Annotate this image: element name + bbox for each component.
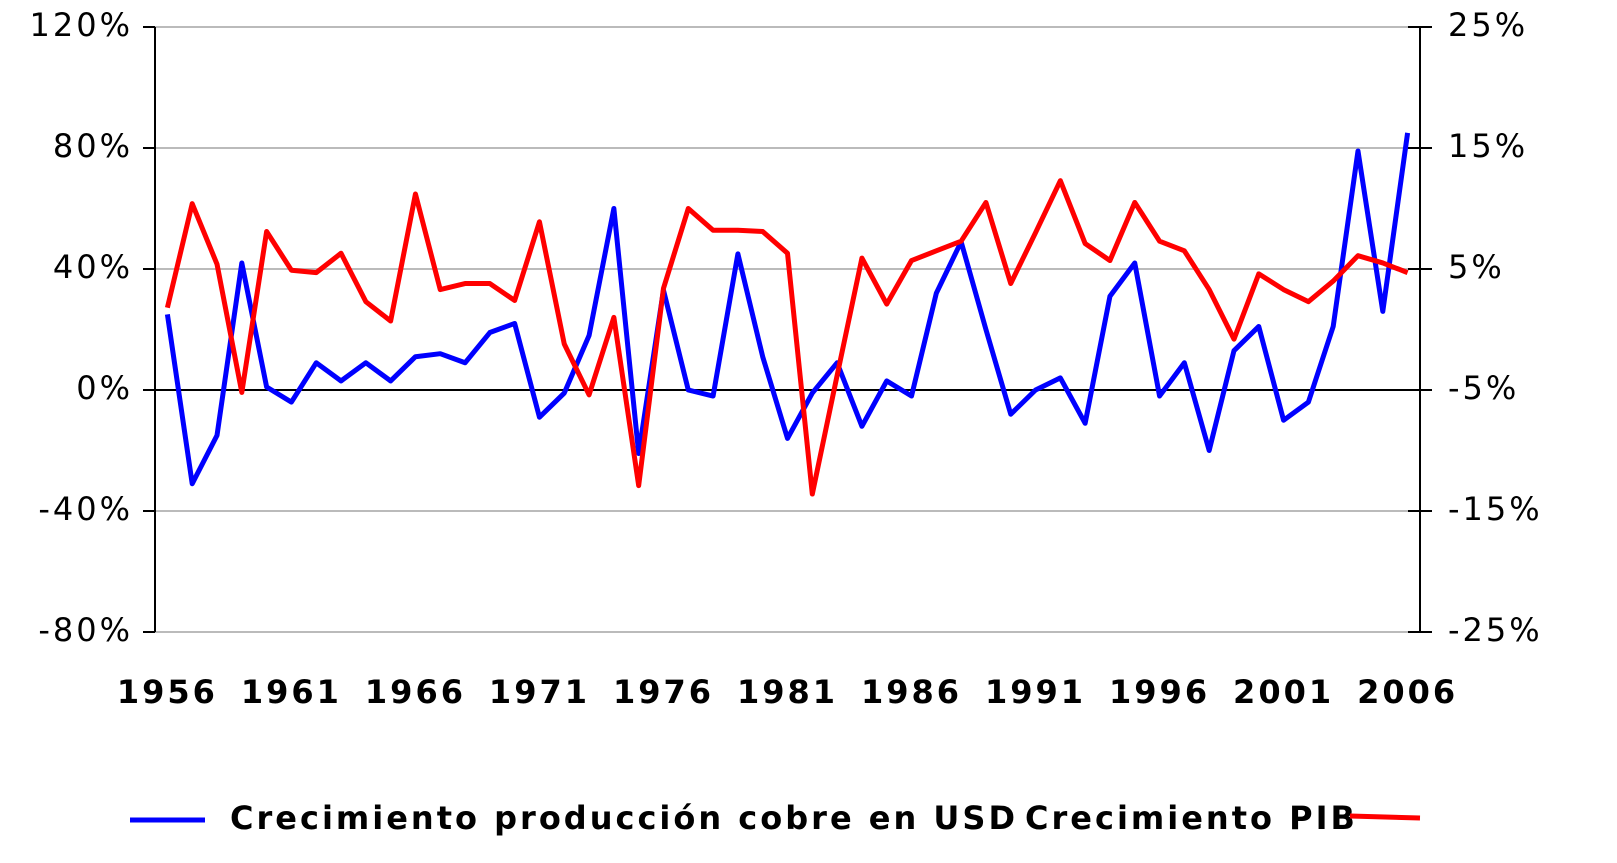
y2-tick-label: -15% — [1448, 490, 1543, 528]
x-tick-label: 1996 — [1109, 673, 1210, 711]
legend-swatch — [1349, 813, 1421, 821]
x-tick-label: 1956 — [117, 673, 218, 711]
x-tick-label: 1961 — [241, 673, 342, 711]
y-tick-label: 80% — [53, 127, 133, 165]
series-line — [164, 132, 1411, 487]
legend-label: Crecimiento producción cobre en USD — [230, 799, 1018, 837]
series-line — [164, 178, 1409, 497]
y-tick-label: -40% — [38, 490, 133, 528]
x-tick-label: 1981 — [737, 673, 838, 711]
x-tick-label: 1986 — [861, 673, 962, 711]
x-tick-label: 2001 — [1233, 673, 1334, 711]
y-tick-label: 0% — [76, 369, 133, 407]
y-tick-label: 120% — [30, 6, 133, 44]
y2-tick-label: 25% — [1448, 6, 1528, 44]
y-tick-label: -80% — [38, 611, 133, 649]
y2-tick-label: 5% — [1448, 248, 1505, 286]
y-tick-label: 40% — [53, 248, 133, 286]
y2-tick-label: 15% — [1448, 127, 1528, 165]
x-tick-label: 2006 — [1357, 673, 1458, 711]
x-tick-label: 1966 — [365, 673, 466, 711]
y2-tick-label: -25% — [1448, 611, 1543, 649]
legend-label: Crecimiento PIB — [1025, 799, 1358, 837]
x-tick-label: 1976 — [613, 673, 714, 711]
x-tick-label: 1991 — [985, 673, 1086, 711]
x-tick-label: 1971 — [489, 673, 590, 711]
y2-tick-label: -5% — [1448, 369, 1519, 407]
